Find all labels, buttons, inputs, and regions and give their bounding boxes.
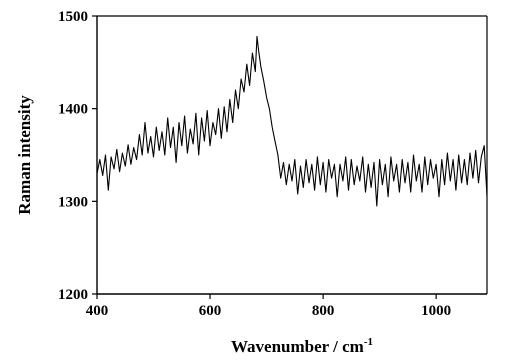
- y-tick-label: 1400: [58, 102, 88, 118]
- x-tick-label: 400: [86, 303, 109, 319]
- plot-area: [96, 15, 488, 295]
- y-tick-label: 1300: [58, 194, 88, 210]
- x-tick-label: 600: [199, 303, 222, 319]
- spectrum-series-line: [96, 35, 488, 207]
- y-axis-ticks: 1200 1300 1400 1500: [58, 9, 97, 303]
- y-tick-label: 1500: [58, 9, 88, 25]
- y-axis-title: Raman intensity: [15, 95, 34, 215]
- x-axis-ticks: 400 600 800 1000: [86, 294, 451, 319]
- x-tick-label: 800: [312, 303, 335, 319]
- x-axis-title-text: Wavenumber / cm: [231, 337, 364, 356]
- x-axis-title: Wavenumber / cm-1: [231, 336, 373, 356]
- x-tick-label: 1000: [421, 303, 451, 319]
- y-tick-label: 1200: [58, 287, 88, 303]
- x-axis-title-superscript: -1: [364, 336, 373, 348]
